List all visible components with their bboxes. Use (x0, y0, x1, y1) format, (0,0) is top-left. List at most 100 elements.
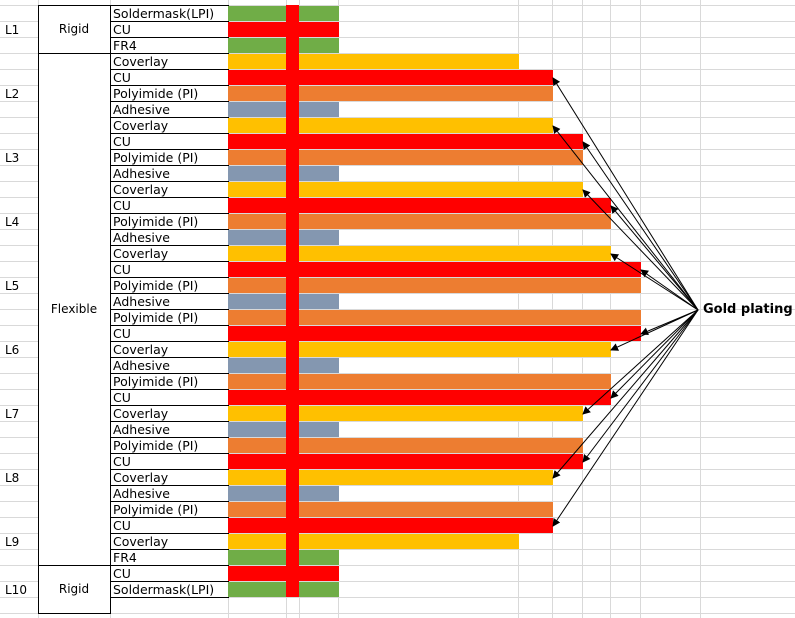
layer-label: L9 (5, 535, 20, 549)
grid-col-line (610, 0, 611, 618)
material-label: Adhesive (113, 102, 170, 117)
grid-row-line (0, 309, 795, 310)
grid-row-line (0, 405, 795, 406)
material-label: Polyimide (PI) (113, 86, 199, 101)
material-label: Polyimide (PI) (113, 150, 199, 165)
layer-bar-cu (228, 70, 553, 85)
layer-bar-mask (228, 582, 339, 597)
gold-plating-arrow (610, 205, 699, 311)
grid-row-line (0, 469, 795, 470)
material-label: Adhesive (113, 486, 170, 501)
grid-row-line (0, 485, 795, 486)
material-label: Adhesive (113, 294, 170, 309)
grid-row-line (0, 373, 795, 374)
section-label: Rigid (58, 582, 90, 596)
material-label: CU (113, 390, 131, 405)
grid-row-line (0, 325, 795, 326)
layer-bar-pi (228, 310, 641, 325)
grid-row-line (0, 149, 795, 150)
gold-plating-arrow (582, 309, 699, 463)
material-label: Adhesive (113, 358, 170, 373)
grid-row-line (0, 245, 795, 246)
grid-row-line (0, 277, 795, 278)
layer-bar-pi (228, 438, 583, 453)
layer-bar-pi (228, 278, 641, 293)
gold-plating-arrow (610, 309, 699, 351)
section-label: Flexible (50, 302, 98, 316)
layer-bar-cu (228, 454, 583, 469)
grid-row-line (0, 565, 795, 566)
layer-label: L3 (5, 151, 20, 165)
layer-label: L4 (5, 215, 20, 229)
material-label: Coverlay (113, 406, 169, 421)
gold-plating-arrow (552, 125, 699, 311)
grid-row-line (0, 197, 795, 198)
material-label: Adhesive (113, 166, 170, 181)
gold-plating-arrow (610, 309, 699, 399)
material-label: Polyimide (PI) (113, 438, 199, 453)
material-label: Coverlay (113, 534, 169, 549)
grid-row-line (0, 213, 795, 214)
material-label: CU (113, 566, 131, 581)
material-label: Polyimide (PI) (113, 310, 199, 325)
gold-plating-arrow (610, 253, 699, 311)
grid-row-line (0, 117, 795, 118)
material-label: Coverlay (113, 342, 169, 357)
gold-plating-arrow (552, 309, 699, 527)
layer-bar-coverlay (228, 342, 611, 357)
layer-bar-cu (228, 518, 553, 533)
grid-row-line (0, 53, 795, 54)
layer-bar-cu (228, 326, 641, 341)
layer-bar-coverlay (228, 118, 553, 133)
layer-bar-adhesive (228, 294, 339, 309)
material-label: FR4 (113, 550, 137, 565)
section-box (38, 53, 111, 566)
layer-bar-fr4 (228, 38, 339, 53)
layer-bar-cu (228, 134, 583, 149)
material-label: Coverlay (113, 470, 169, 485)
gold-plating-arrow (582, 141, 699, 311)
material-label: Adhesive (113, 422, 170, 437)
material-label: Polyimide (PI) (113, 214, 199, 229)
grid-col-line (552, 0, 553, 618)
layer-label: L5 (5, 279, 20, 293)
layer-bar-adhesive (228, 230, 339, 245)
layer-bar-cu (228, 198, 611, 213)
gold-plating-label: Gold plating (703, 302, 793, 317)
layer-bar-mask (228, 6, 339, 21)
grid-row-line (0, 501, 795, 502)
grid-row-line (0, 581, 795, 582)
layer-bar-cu (228, 22, 339, 37)
material-label: Soldermask(LPI) (113, 582, 215, 597)
layer-bar-pi (228, 214, 611, 229)
gold-plating-arrow (582, 309, 699, 415)
grid-row-line (0, 453, 795, 454)
grid-row-line (0, 597, 795, 598)
layer-bar-pi (228, 502, 553, 517)
grid-col-line (582, 0, 583, 618)
grid-row-line (0, 517, 795, 518)
grid-row-line (0, 357, 795, 358)
grid-row-line (0, 437, 795, 438)
layer-label: L10 (5, 583, 27, 597)
gold-plating-arrow (552, 77, 699, 311)
material-label: CU (113, 22, 131, 37)
grid-row-line (0, 37, 795, 38)
layer-bar-adhesive (228, 422, 339, 437)
layer-label: L1 (5, 23, 20, 37)
material-label: Polyimide (PI) (113, 278, 199, 293)
layer-bar-adhesive (228, 358, 339, 373)
grid-row-line (0, 229, 795, 230)
grid-row-line (0, 85, 795, 86)
section-label: Rigid (58, 22, 90, 36)
material-label: CU (113, 262, 131, 277)
material-label: Soldermask(LPI) (113, 6, 215, 21)
grid-row-line (0, 165, 795, 166)
grid-row-line (0, 261, 795, 262)
material-label: CU (113, 198, 131, 213)
layer-bar-coverlay (228, 470, 553, 485)
layer-label: L8 (5, 471, 20, 485)
material-label: CU (113, 454, 131, 469)
